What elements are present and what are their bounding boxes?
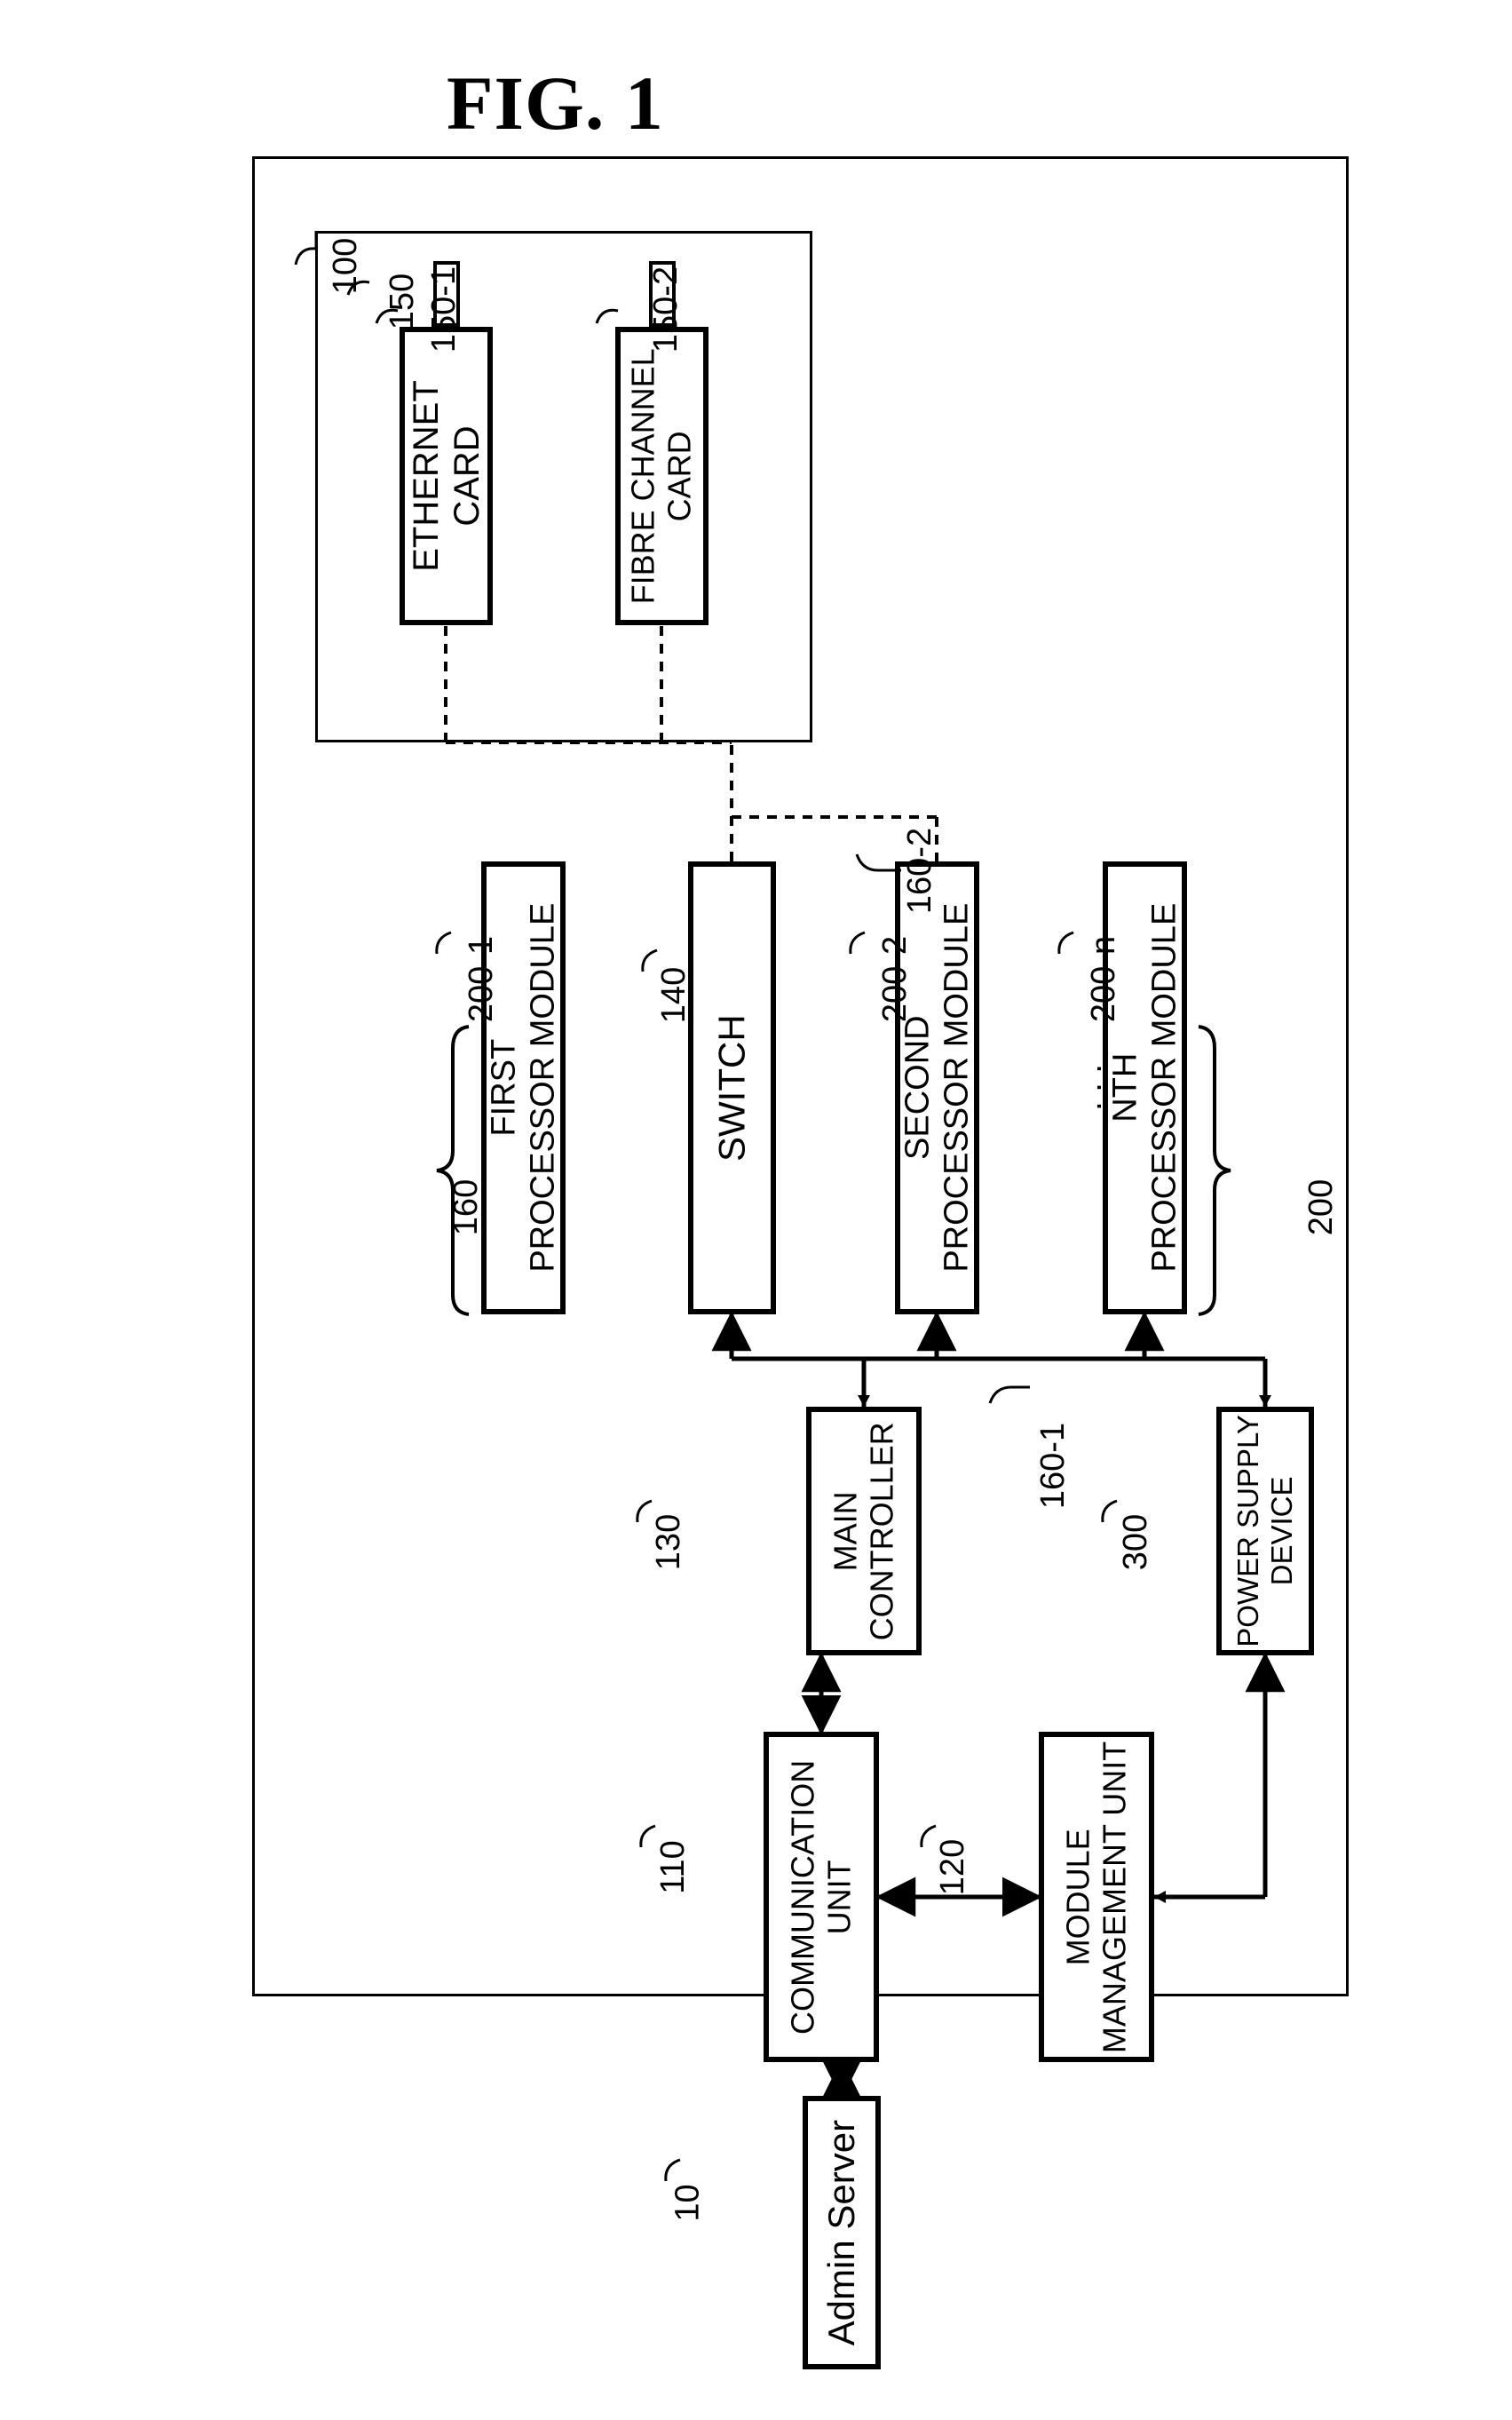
switch-block: SWITCH bbox=[688, 861, 776, 1314]
ref-140: 140 bbox=[609, 938, 703, 1052]
ref-10: 10 bbox=[632, 2146, 708, 2260]
ref-160: 160 bbox=[401, 1150, 495, 1265]
main-controller-label: MAIN CONTROLLER bbox=[827, 1422, 901, 1640]
ref-150-2: 150-2 bbox=[586, 252, 709, 367]
admin-server-label: Admin Server bbox=[820, 2120, 863, 2345]
ref-200-2: 200-2 bbox=[815, 922, 938, 1036]
figure-title: FIG. 1 bbox=[447, 59, 664, 147]
processor-ellipsis: . . . bbox=[1030, 1030, 1114, 1145]
module-management-unit-label: MODULE MANAGEMENT UNIT bbox=[1060, 1741, 1134, 2052]
module-management-unit-block: MODULE MANAGEMENT UNIT bbox=[1039, 1732, 1154, 2062]
ref-160-1: 160-1 bbox=[973, 1408, 1096, 1523]
ref-200: 200 bbox=[1256, 1150, 1350, 1265]
switch-label: SWITCH bbox=[710, 1014, 753, 1162]
main-controller-block: MAIN CONTROLLER bbox=[806, 1407, 922, 1655]
ref-110: 110 bbox=[609, 1810, 701, 1924]
communication-unit-block: COMMUNICATION UNIT bbox=[764, 1732, 879, 2062]
ref-160-2: 160-2 bbox=[840, 813, 963, 928]
ref-150-1: 150-1 bbox=[364, 252, 487, 367]
ref-200-n: 200-n bbox=[1024, 922, 1147, 1036]
ethernet-card-block: ETHERNET CARD bbox=[400, 327, 493, 625]
admin-server-block: Admin Server bbox=[803, 2096, 881, 2369]
page: FIG. 1 Admin Server COMMUNICATION UNIT M… bbox=[0, 0, 1512, 2420]
fibre-channel-card-block: FIBRE CHANNEL CARD bbox=[615, 327, 709, 625]
fibre-channel-card-label: FIBRE CHANNEL CARD bbox=[625, 348, 699, 604]
power-supply-device-label: POWER SUPPLY DEVICE bbox=[1231, 1415, 1299, 1647]
power-supply-device-block: POWER SUPPLY DEVICE bbox=[1216, 1407, 1314, 1655]
ethernet-card-label: ETHERNET CARD bbox=[406, 380, 487, 572]
ref-200-1: 200-1 bbox=[401, 922, 525, 1036]
ref-120: 120 bbox=[888, 1810, 982, 1924]
communication-unit-label: COMMUNICATION UNIT bbox=[785, 1759, 859, 2034]
ref-130: 130 bbox=[604, 1485, 698, 1599]
